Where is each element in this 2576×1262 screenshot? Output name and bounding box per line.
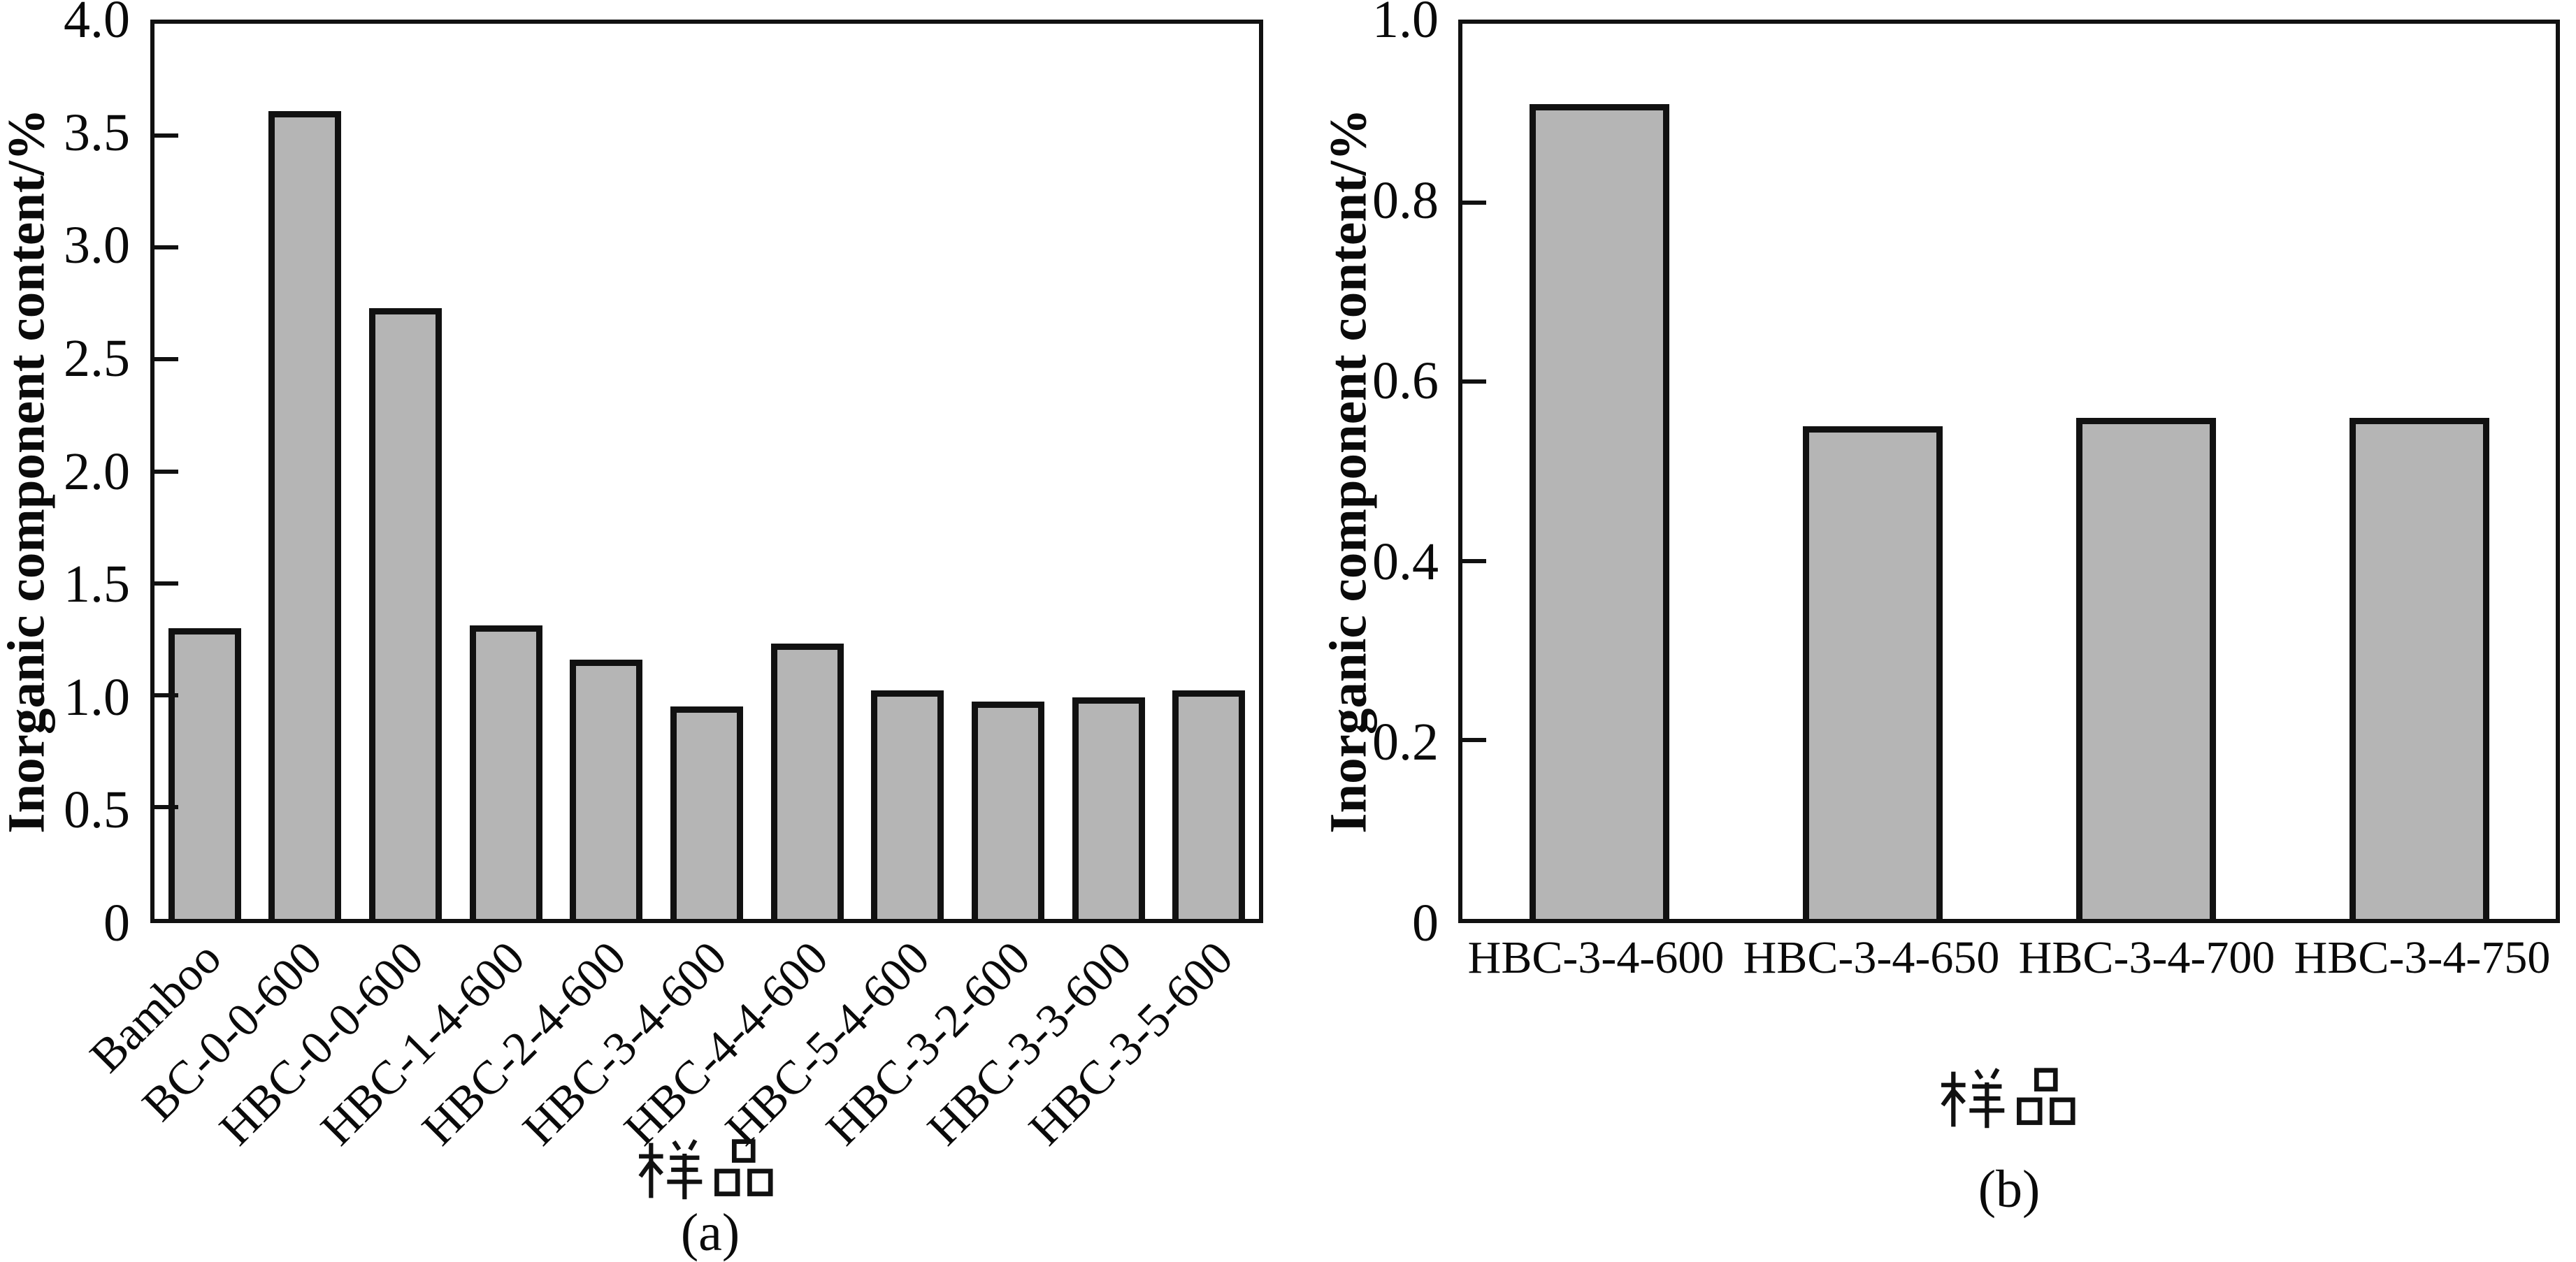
x-axis-title-text: 样品 bbox=[2009, 1132, 2010, 1133]
bar-HBC-0-0-600 bbox=[369, 307, 442, 919]
bar-HBC-3-4-600 bbox=[1529, 104, 1669, 919]
y-tick-mark bbox=[154, 581, 178, 586]
bar-Bamboo bbox=[168, 628, 241, 919]
bar-HBC-2-4-600 bbox=[570, 659, 643, 919]
y-tick-label: 0.5 bbox=[64, 781, 130, 840]
panel-caption-b: (b) bbox=[1978, 1160, 2041, 1219]
panel-caption-a: (a) bbox=[680, 1203, 740, 1262]
y-tick-mark bbox=[1462, 558, 1486, 563]
x-axis-title-glyphs-yangpin bbox=[1941, 1068, 2075, 1129]
x-tick-label: HBC-3-4-650 bbox=[1743, 932, 2000, 983]
y-tick-mark bbox=[154, 804, 178, 809]
y-tick-label: 1.0 bbox=[64, 667, 130, 727]
bar-HBC-3-4-600 bbox=[670, 706, 743, 919]
bar-HBC-3-2-600 bbox=[971, 702, 1044, 919]
plot-area bbox=[1458, 20, 2560, 923]
x-tick-label: HBC-3-4-600 bbox=[1467, 932, 1725, 983]
y-tick-mark bbox=[154, 692, 178, 697]
y-tick-mark bbox=[154, 469, 178, 474]
y-tick-label: 2.0 bbox=[64, 442, 130, 501]
y-tick-labels: 0 0.2 0.4 0.6 0.8 1.0 bbox=[1318, 0, 1448, 950]
glyph-pin bbox=[714, 1139, 773, 1196]
bars bbox=[154, 24, 1259, 919]
bar-HBC-3-4-700 bbox=[2075, 417, 2216, 919]
y-tick-mark bbox=[1462, 201, 1486, 205]
x-tick-label: HBC-3-4-750 bbox=[2294, 932, 2551, 983]
y-tick-label: 3.0 bbox=[64, 216, 130, 275]
bar-HBC-3-4-750 bbox=[2349, 417, 2489, 919]
bar-HBC-1-4-600 bbox=[469, 625, 542, 919]
y-tick-mark bbox=[154, 133, 178, 138]
y-tick-label: 0.2 bbox=[1372, 713, 1439, 772]
glyph-yang bbox=[638, 1139, 703, 1200]
bar-HBC-4-4-600 bbox=[770, 644, 844, 919]
bar-HBC-5-4-600 bbox=[871, 690, 944, 919]
y-tick-mark bbox=[1462, 379, 1486, 384]
bar-HBC-3-5-600 bbox=[1172, 690, 1246, 919]
y-tick-mark bbox=[154, 245, 178, 250]
bar-HBC-3-3-600 bbox=[1072, 697, 1145, 919]
x-tick-labels: HBC-3-4-600 HBC-3-4-650 HBC-3-4-700 HBC-3-4… bbox=[1458, 931, 2560, 1008]
bar-BC-0-0-600 bbox=[268, 110, 342, 919]
y-tick-mark bbox=[154, 357, 178, 362]
y-tick-label: 0.8 bbox=[1372, 171, 1439, 230]
x-tick-label: HBC-3-4-700 bbox=[2018, 932, 2275, 983]
y-tick-label: 1.0 bbox=[1372, 0, 1439, 49]
glyph-pin bbox=[2017, 1068, 2075, 1125]
y-tick-label: 0.6 bbox=[1372, 351, 1439, 411]
y-tick-label: 0 bbox=[1412, 894, 1439, 952]
y-tick-labels: 0 0.5 1.0 1.5 2.0 2.5 3.0 3.5 4.0 bbox=[0, 0, 140, 950]
x-axis-title-glyphs-yangpin bbox=[638, 1139, 773, 1200]
y-tick-mark bbox=[1462, 737, 1486, 742]
x-axis-title: 样品 bbox=[1938, 1065, 2080, 1132]
y-tick-label: 2.5 bbox=[64, 328, 130, 388]
plot-area bbox=[150, 20, 1263, 923]
bars bbox=[1462, 24, 2556, 919]
y-tick-label: 0 bbox=[103, 894, 130, 952]
bar-HBC-3-4-650 bbox=[1802, 426, 1943, 919]
glyph-yang bbox=[1941, 1068, 2005, 1129]
x-axis-title: 样品 bbox=[636, 1136, 777, 1203]
y-tick-label: 1.5 bbox=[64, 555, 130, 614]
y-tick-label: 0.4 bbox=[1372, 532, 1439, 591]
y-tick-label: 3.5 bbox=[64, 103, 130, 162]
y-tick-label: 4.0 bbox=[64, 0, 130, 49]
